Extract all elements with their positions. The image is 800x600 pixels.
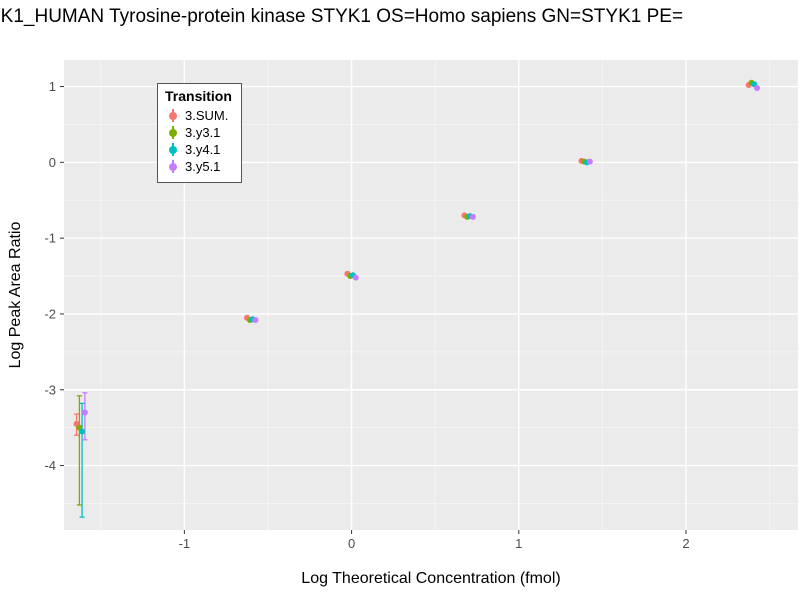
legend-key-pointrange-icon [165, 125, 180, 140]
y-axis-title: Log Peak Area Ratio [7, 221, 24, 369]
data-point [81, 409, 88, 416]
legend-entries: 3.SUM. 3.y3.1 3.y4.1 3.y5.1 [165, 107, 232, 175]
data-point [754, 85, 761, 92]
legend: Transition 3.SUM. 3.y3.1 3.y4.1 3.y5.1 [157, 83, 242, 183]
data-point [252, 317, 259, 324]
legend-entry-label: 3.y3.1 [185, 125, 221, 140]
y-tick-label: 0 [49, 155, 56, 170]
legend-entry-label: 3.y4.1 [185, 142, 221, 157]
y-tick-label: -3 [44, 382, 56, 397]
legend-entry: 3.y5.1 [165, 158, 232, 175]
data-point [79, 428, 86, 435]
data-point [469, 213, 476, 220]
x-tick-label: 0 [348, 536, 355, 551]
y-tick-label: -4 [44, 458, 56, 473]
x-tick-label: 2 [682, 536, 689, 551]
legend-key-pointrange-icon [165, 159, 180, 174]
data-point [352, 274, 359, 281]
y-tick-label: -2 [44, 306, 56, 321]
y-tick-label: -1 [44, 231, 56, 246]
legend-title: Transition [165, 88, 232, 104]
legend-key-pointrange-icon [165, 142, 180, 157]
x-tick-label: -1 [179, 536, 191, 551]
legend-entry-label: 3.SUM. [185, 108, 229, 123]
legend-entry-label: 3.y5.1 [185, 159, 221, 174]
data-point [586, 158, 593, 165]
legend-entry: 3.y3.1 [165, 124, 232, 141]
x-tick-label: 1 [515, 536, 522, 551]
legend-key-pointrange-icon [165, 108, 180, 123]
legend-entry: 3.y4.1 [165, 141, 232, 158]
legend-entry: 3.SUM. [165, 107, 232, 124]
x-axis-title: Log Theoretical Concentration (fmol) [301, 570, 561, 587]
y-tick-label: 1 [49, 79, 56, 94]
chart-title: YK1_HUMAN Tyrosine-protein kinase STYK1 … [0, 6, 684, 27]
